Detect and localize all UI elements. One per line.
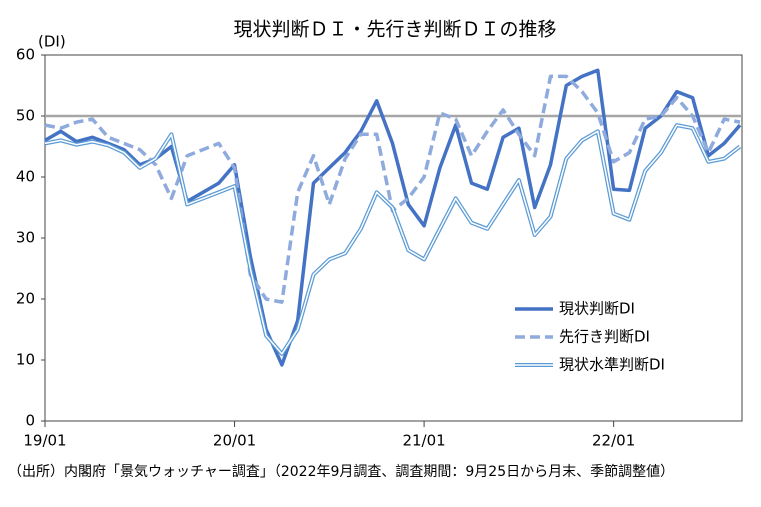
- legend-label: 現状判断DI: [559, 300, 635, 318]
- y-tick-label: 40: [16, 168, 35, 186]
- y-tick-label: 10: [16, 351, 35, 369]
- legend-label: 先行き判断DI: [559, 328, 650, 346]
- x-tick-label: 19/01: [23, 432, 66, 450]
- y-tick-label: 30: [16, 229, 35, 247]
- chart-title: 現状判断ＤＩ・先行き判断ＤＩの推移: [233, 19, 556, 41]
- x-tick-label: 20/01: [213, 432, 256, 450]
- x-tick-label: 21/01: [402, 432, 445, 450]
- y-tick-label: 0: [25, 412, 35, 430]
- series-line: [44, 68, 742, 367]
- y-tick-label: 20: [16, 290, 35, 308]
- note: （出所）内閣府「景気ウォッチャー調査」（2022年9月調査、調査期間：9月25日…: [8, 463, 674, 480]
- legend-label: 現状水準判断DI: [559, 356, 665, 374]
- y-tick-label: 60: [16, 46, 35, 64]
- y-tick-label: 50: [16, 107, 35, 125]
- x-tick-label: 22/01: [592, 432, 635, 450]
- series-line-inner: [44, 124, 741, 355]
- y-axis-label: (DI): [38, 33, 66, 51]
